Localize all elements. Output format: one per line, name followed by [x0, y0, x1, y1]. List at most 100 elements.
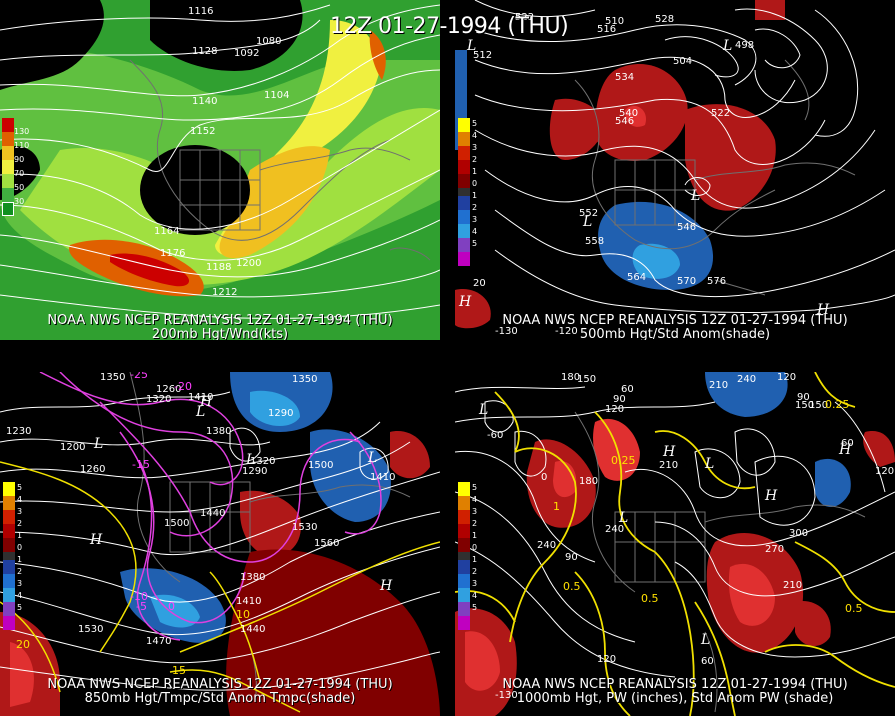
contour-label: 240 [737, 374, 756, 385]
page-title: 12Z 01-27-1994 (THU) [330, 14, 569, 39]
contour-label: 1440 [200, 508, 225, 519]
contour-label: 1530 [78, 624, 103, 635]
contour-label: 1350 [100, 372, 125, 383]
contour-label: 528 [655, 14, 674, 25]
contour-label: 210 [783, 580, 802, 591]
contour-label: 1188 [206, 262, 231, 273]
panel-1000mb: 180 150 60 90 120 210 240 90 120 -60 0 1… [455, 372, 895, 716]
temperature-label: 20 [16, 638, 30, 651]
legend-label: 1 [17, 555, 23, 564]
panel-caption: NOAA NWS NCEP REANALYSIS 12Z 01-27-1994 … [455, 314, 895, 341]
legend-label: 1 [472, 191, 478, 200]
contour-label: 1530 [292, 522, 317, 533]
anomaly-legend [458, 118, 470, 266]
anomaly-legend-labels: 5 4 3 2 1 0 1 2 3 4 5 [472, 118, 477, 250]
contour-label: 180 [561, 372, 580, 383]
legend-label: 1 [472, 531, 478, 540]
contour-label: 90 [613, 394, 626, 405]
low-pressure-marker: L [245, 452, 255, 468]
contour-label: 1200 [60, 442, 85, 453]
high-pressure-marker: H [764, 488, 778, 504]
wind-legend-labels: 130 110 90 70 50 30 [14, 125, 29, 209]
contour-label: 1200 [236, 258, 261, 269]
contour-label: 1164 [154, 226, 179, 237]
contour-label: 1320 [250, 456, 275, 467]
contour-label: 1320 [146, 394, 171, 405]
pw-label: 0.5 [845, 602, 863, 615]
contour-label: 150 [577, 374, 596, 385]
legend-label: 4 [17, 591, 23, 600]
panel-500mb: 522 510 516 528 534 504 498 540 546 522 … [455, 0, 895, 340]
legend-label: 0 [472, 543, 478, 552]
caption-line-2: 200mb Hgt/Wnd(kts) [151, 327, 289, 341]
contour-label: 1260 [156, 384, 181, 395]
contour-label: 1410 [188, 392, 213, 403]
contour-label: 1380 [240, 572, 265, 583]
panel-caption: NOAA NWS NCEP REANALYSIS 12Z 01-27-1994 … [0, 314, 440, 341]
high-pressure-marker: H [458, 294, 472, 310]
contour-label: 1470 [146, 636, 171, 647]
temperature-label: 10 [236, 608, 250, 621]
legend-label: 5 [472, 603, 478, 612]
low-pressure-marker: L [367, 450, 377, 466]
low-pressure-marker: L [700, 632, 710, 648]
contour-label: -60 [487, 430, 503, 441]
low-pressure-marker: L [195, 404, 205, 420]
high-pressure-marker: H [838, 442, 852, 458]
legend-label: 2 [472, 567, 478, 576]
contour-label: 498 [735, 40, 754, 51]
contour-label: 1230 [6, 426, 31, 437]
low-pressure-marker: L [722, 38, 732, 54]
contour-label: 1410 [236, 596, 261, 607]
legend-label: 50 [14, 183, 25, 192]
high-pressure-marker: H [89, 532, 103, 548]
contour-label: 90 [565, 552, 578, 563]
pw-label: 1 [553, 500, 560, 513]
wind-shading-map: 1116 1128 1092 1080 1140 1104 1152 1164 … [0, 0, 440, 340]
temperature-label: -20 [174, 380, 192, 393]
temperature-label: 15 [172, 664, 186, 677]
panel-caption: NOAA NWS NCEP REANALYSIS 12Z 01-27-1994 … [455, 678, 895, 706]
pw-label: 0.5 [563, 580, 581, 593]
contour-label: 60 [701, 656, 714, 667]
contour-label: 1152 [190, 126, 215, 137]
panel-850mb: 1350 1260 1410 1320 1290 1350 1230 1380 … [0, 372, 440, 716]
temperature-label: 0 [168, 600, 175, 613]
legend-label: 4 [472, 591, 478, 600]
contour-label: 1410 [370, 472, 395, 483]
contour-label: 512 [473, 50, 492, 61]
legend-label: 1 [472, 555, 478, 564]
contour-label: 564 [627, 272, 646, 283]
low-pressure-marker: L [690, 188, 700, 204]
temperature-label: -5 [136, 600, 147, 613]
legend-label: 2 [472, 203, 478, 212]
contour-label: 1290 [242, 466, 267, 477]
contour-label: 1140 [192, 96, 217, 107]
legend-label: 5 [472, 483, 478, 492]
contour-label: 1560 [314, 538, 339, 549]
contour-label: 60 [841, 438, 854, 449]
low-pressure-marker: L [618, 510, 628, 526]
pw-label: 0.25 [825, 398, 850, 411]
contour-label: 1350 [292, 374, 317, 385]
anomaly-shading-map: 522 510 516 528 534 504 498 540 546 522 … [455, 0, 895, 340]
legend-label: 5 [17, 483, 23, 492]
contour-label: 1500 [308, 460, 333, 471]
contour-label: 1104 [264, 90, 289, 101]
contour-label: 90 [797, 392, 810, 403]
low-pressure-marker: L [478, 402, 488, 418]
legend-label: 2 [17, 519, 23, 528]
low-pressure-marker: L [466, 38, 476, 54]
contour-label: 150 [795, 400, 814, 411]
temperature-label: -10 [130, 590, 148, 603]
temperature-label: -25 [130, 372, 148, 381]
legend-label: 0 [17, 543, 23, 552]
contour-label: 0 [541, 472, 547, 483]
contour-label: 210 [709, 380, 728, 391]
contour-label: 546 [677, 222, 696, 233]
contour-label: 150 [809, 400, 828, 411]
legend-label: 3 [17, 507, 23, 516]
temperature-label: -15 [132, 458, 150, 471]
caption-line-2: 500mb Hgt/Std Anom(shade) [579, 327, 771, 341]
contour-label: 300 [789, 528, 808, 539]
